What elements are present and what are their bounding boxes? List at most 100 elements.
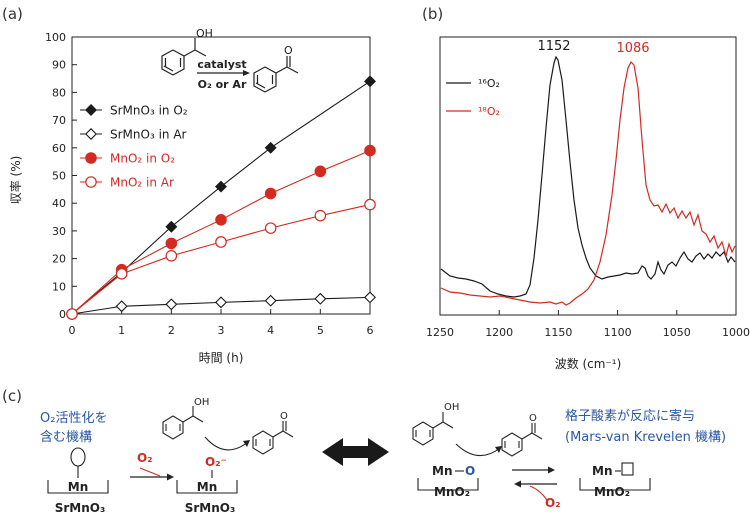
legend-18O2-label: ¹⁸O₂: [478, 105, 500, 118]
mn-label-far-right: Mn: [592, 464, 612, 478]
srmno3-bracket-middle: [176, 480, 238, 494]
scheme-a-arrowhead: [243, 70, 250, 76]
o-label-ketone-left: O: [280, 411, 288, 422]
chart-a-xtick-label: 4: [267, 324, 274, 337]
mno2-bracket-left: [417, 478, 479, 491]
data-point-series-3: [165, 250, 178, 262]
legend-16O2-label: ¹⁶O₂: [478, 77, 500, 90]
legend-marker-2: [85, 152, 97, 164]
legend-label-2: MnO₂ in O₂: [110, 152, 175, 166]
data-point-series-1: [165, 298, 178, 311]
chart-a-ytick-label: 40: [52, 197, 66, 210]
chart-b-xlabel: 波数 (cm⁻¹): [555, 356, 622, 371]
data-point-series-2: [264, 187, 277, 200]
scheme-a-o: O: [284, 44, 293, 57]
chart-b-ir-spectrum: 1250 1200 1150 1100 1050 1000 波数 (cm⁻¹) 1152 …: [426, 36, 750, 371]
chart-a-xtick-label: 6: [367, 324, 374, 337]
data-point-series-3: [66, 308, 78, 320]
legend-marker-3: [85, 176, 97, 188]
double-headed-arrow-icon: [322, 438, 389, 466]
mno2-label-right: MnO₂: [594, 485, 630, 499]
chart-a-ytick-label: 50: [52, 170, 66, 183]
alcohol-structure-right: [412, 412, 454, 446]
data-point-series-0: [165, 220, 178, 233]
chart-a-xtick-label: 0: [69, 324, 76, 337]
data-point-series-1: [364, 291, 376, 304]
left-caption-line1: O₂活性化を: [40, 411, 107, 426]
curved-arrow-left: [204, 436, 249, 451]
srmno3-label-middle: SrMnO₃: [185, 501, 236, 515]
o-label-ketone-right: O: [529, 413, 537, 424]
lattice-oxygen-label: O: [465, 464, 475, 478]
chart-a-yield-vs-time: 0 10 20 30 40 50 60 70 80 90 100 0 1 2 3 4 5 6 収率 (%) 時間…: [8, 27, 376, 365]
chart-a-ytick-label: 60: [52, 142, 66, 155]
left-caption-line2: 含む機構: [40, 429, 92, 445]
o2-label-left: O₂: [137, 451, 152, 465]
legend-label-3: MnO₂ in Ar: [110, 176, 174, 190]
chart-a-ytick-label: 30: [52, 225, 66, 238]
mn-label-right: Mn: [432, 464, 452, 478]
oh-label-left: OH: [194, 397, 209, 408]
data-point-series-3: [314, 209, 327, 222]
scheme-a-oh: OH: [196, 27, 213, 40]
chart-b-xtick-label: 1050: [663, 326, 691, 339]
chart-a-ytick-label: 0: [59, 308, 66, 321]
legend-marker-1: [85, 128, 97, 140]
data-point-series-1: [215, 296, 227, 309]
panel-label-a: (a): [2, 5, 23, 23]
mno2-bracket-right: [579, 478, 651, 491]
curved-arrow-right: [455, 443, 501, 457]
reaction-scheme-a: OH catalyst O₂ or Ar O: [161, 27, 299, 93]
chart-a-xlabel: 時間 (h): [199, 351, 244, 365]
mn-label-middle: Mn: [197, 480, 217, 494]
data-point-series-2: [314, 165, 327, 178]
chart-a-ytick-label: 20: [52, 253, 66, 266]
chart-a-ytick-label: 80: [52, 86, 66, 99]
chart-a-xtick-label: 1: [118, 324, 125, 337]
series-line-0: [71, 80, 371, 315]
chart-b-xtick-label: 1250: [426, 326, 454, 339]
scheme-a-conditions: O₂ or Ar: [198, 78, 247, 91]
data-point-series-3: [264, 222, 277, 234]
panel-label-c: (c): [2, 387, 22, 405]
data-point-series-3: [115, 268, 128, 280]
data-point-series-2: [364, 144, 376, 157]
chart-a-ytick-label: 70: [52, 114, 66, 127]
chart-b-frame: [439, 36, 737, 316]
srmno3-label-left: SrMnO₃: [55, 501, 106, 515]
mn-label-left: Mn: [68, 480, 88, 494]
right-caption-line1: 格子酸素が反応に寄与: [565, 408, 695, 424]
panel-label-b: (b): [422, 5, 443, 23]
chart-b-xtick-label: 1150: [544, 326, 572, 339]
data-point-series-1: [264, 294, 277, 307]
chart-a-xtick-label: 3: [218, 324, 225, 337]
data-point-series-3: [364, 198, 376, 211]
alcohol-structure-left: [162, 406, 204, 440]
data-point-series-0: [364, 75, 376, 88]
mechanism-scheme: O₂活性化を 含む機構 Mn SrMnO₃ O₂ OH: [40, 397, 726, 515]
srmno3-bracket-left: [47, 480, 109, 494]
chart-a-ytick-label: 90: [52, 59, 66, 72]
spectrum-16O2-line: [440, 55, 736, 298]
scheme-a-catalyst: catalyst: [197, 58, 246, 71]
data-point-series-1: [314, 292, 327, 305]
chart-b-xtick-label: 1200: [485, 326, 513, 339]
legend-marker-0: [85, 104, 97, 116]
phenylethanol-structure: [161, 38, 207, 76]
spectrum-18O2-line: [440, 60, 736, 306]
legend-label-1: SrMnO₃ in Ar: [110, 128, 187, 142]
legend-label-0: SrMnO₃ in O₂: [110, 104, 188, 118]
data-point-series-0: [264, 141, 277, 154]
right-caption-line2: (Mars-van Krevelen 機構): [565, 430, 726, 445]
chart-a-ytick-label: 10: [52, 280, 66, 293]
data-point-series-1: [115, 300, 128, 313]
data-point-series-2: [215, 214, 227, 226]
peak-label-1152: 1152: [537, 39, 570, 54]
data-point-series-0: [215, 180, 227, 193]
ketone-structure-right: [501, 423, 543, 457]
o2-minus-label: O₂⁻: [205, 455, 227, 469]
oh-label-right: OH: [444, 402, 459, 413]
chart-b-xtick-label: 1000: [722, 326, 750, 339]
o2-loop-icon: [70, 447, 86, 467]
data-point-series-3: [215, 236, 227, 248]
